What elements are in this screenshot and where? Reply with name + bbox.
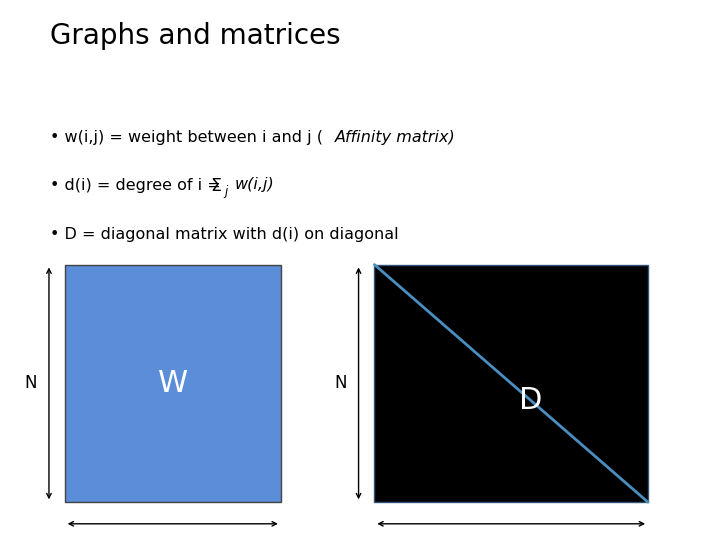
Text: Graphs and matrices: Graphs and matrices [50, 22, 341, 50]
Text: • d(i) = degree of i =: • d(i) = degree of i = [50, 178, 221, 193]
Text: N: N [334, 374, 347, 393]
Bar [374, 265, 648, 502]
Text: j: j [225, 185, 228, 198]
Text: D: D [518, 386, 542, 415]
Text: N: N [24, 374, 37, 393]
Text: Affinity matrix): Affinity matrix) [335, 130, 456, 145]
Text: N: N [166, 539, 179, 540]
Text: W: W [158, 369, 188, 398]
Bar [65, 265, 281, 502]
Text: • D = diagonal matrix with d(i) on diagonal: • D = diagonal matrix with d(i) on diago… [50, 227, 399, 242]
Text: w(i,j): w(i,j) [235, 177, 274, 192]
Text: N: N [505, 539, 518, 540]
Text: • w(i,j) = weight between i and j (: • w(i,j) = weight between i and j ( [50, 130, 323, 145]
Text: Σ: Σ [210, 177, 221, 194]
